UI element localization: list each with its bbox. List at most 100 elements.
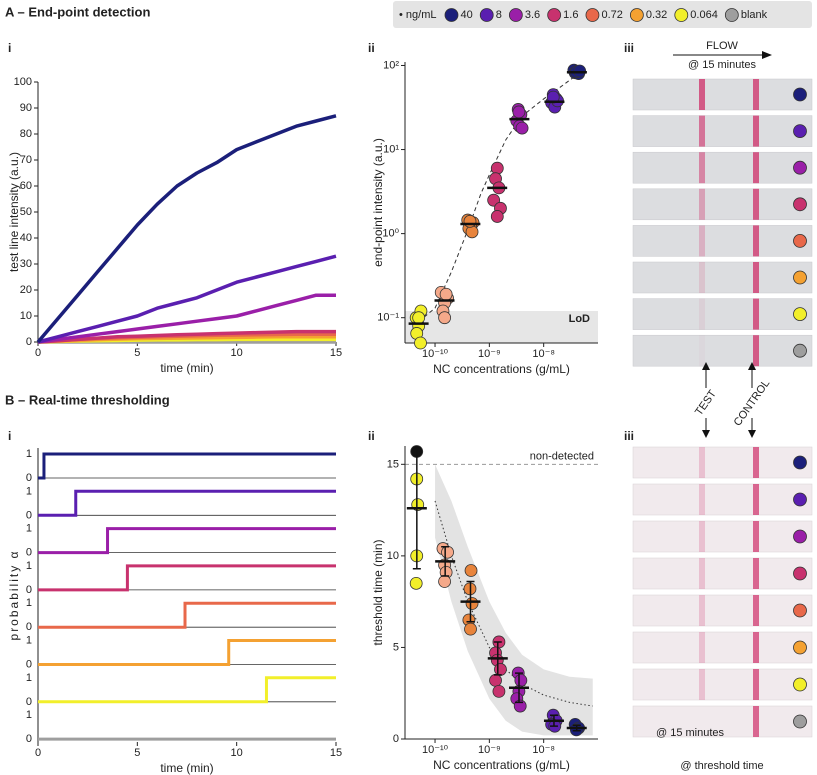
y-tick-label: 0: [26, 621, 32, 633]
control-line: [753, 152, 759, 184]
y-tick-label: 10: [20, 310, 32, 322]
control-line: [753, 669, 759, 700]
control-line: [753, 632, 759, 663]
strip: [632, 188, 813, 221]
y-tick-label: 0: [26, 472, 32, 484]
arrow-head: [748, 430, 756, 438]
test-line: [699, 669, 705, 700]
test-line: [699, 262, 705, 293]
concentration-dot: [793, 307, 807, 322]
control-line: [753, 484, 759, 515]
y-tick-label: 1: [26, 485, 32, 497]
x-tick-label: 5: [134, 747, 140, 759]
series-line: [37, 293, 336, 344]
data-point: [546, 90, 560, 104]
data-point: [512, 105, 526, 119]
test-line: [699, 595, 705, 626]
y-tick-label: 80: [20, 128, 32, 140]
series-line: [37, 329, 336, 344]
strip: [632, 668, 813, 701]
panel-b-title: B – Real-time thresholding: [5, 393, 170, 408]
y-tick-label: 10²: [383, 59, 399, 71]
panel-label: iii: [624, 41, 634, 55]
x-axis-label: NC concentrations (g/mL): [433, 758, 570, 772]
x-tick-label: 0: [35, 347, 41, 359]
strip: [632, 446, 813, 479]
concentration-dot: [793, 343, 807, 358]
data-point: [489, 674, 502, 687]
test-line: [699, 188, 705, 220]
x-axis-label: time (min): [160, 761, 213, 775]
data-point: [490, 210, 504, 223]
probability-step: [38, 564, 336, 592]
data-point: [494, 663, 507, 676]
data-point: [573, 64, 587, 78]
y-tick-label: 1: [26, 597, 32, 609]
y-tick-label: 1: [26, 635, 32, 647]
legend-swatch: [547, 8, 562, 22]
concentration-dot: [793, 603, 807, 618]
strip: [632, 594, 813, 627]
probability-step: [38, 601, 336, 629]
concentration-dot: [793, 529, 807, 544]
strip: [632, 298, 813, 330]
test-line: [699, 558, 705, 589]
test-line: [699, 152, 705, 184]
control-line: [753, 335, 759, 367]
control-line: [753, 595, 759, 626]
test-line: [699, 79, 705, 110]
x-axis-label: time (min): [160, 361, 213, 375]
control-line: [753, 79, 759, 110]
y-axis-label: test line intensity (a.u.): [7, 152, 21, 272]
control-line: [753, 521, 759, 552]
y-tick-label: 0: [26, 696, 32, 708]
strip: [632, 115, 813, 147]
y-axis-label: end-point intensity (a.u.): [371, 138, 385, 267]
panel-label: i: [8, 429, 11, 443]
legend-swatch: [508, 8, 523, 22]
x-axis-label: NC concentrations (g/mL): [433, 362, 570, 376]
flow-label: FLOW: [706, 40, 738, 52]
y-tick-label: 0: [393, 733, 399, 745]
x-tick-label: 10⁻⁸: [532, 348, 555, 360]
data-point: [464, 622, 477, 636]
concentration-dot: [793, 87, 807, 102]
legend-label: blank: [741, 9, 768, 21]
panel-label: iii: [624, 429, 634, 443]
concentration-dot: [793, 640, 807, 655]
control-line: [753, 225, 759, 257]
x-tick-label: 10⁻¹⁰: [422, 744, 449, 756]
arrow-head: [762, 51, 772, 59]
arrow-head: [702, 430, 710, 438]
concentration-dot: [793, 124, 807, 139]
test-line: [699, 484, 705, 515]
data-point: [492, 684, 506, 698]
probability-step: [38, 489, 336, 517]
panel-a-title: A – End-point detection: [5, 5, 150, 20]
y-tick-label: 1: [26, 523, 32, 535]
data-point: [439, 287, 453, 301]
lod-label: LoD: [569, 313, 590, 325]
y-tick-label: 0: [26, 547, 32, 559]
control-line: [753, 188, 759, 220]
strip: [632, 261, 813, 294]
x-tick-label: 10: [231, 347, 243, 359]
legend-swatch: [674, 8, 689, 22]
arrow-head: [748, 362, 756, 370]
strip: [632, 225, 813, 257]
time-label: @ threshold time: [680, 760, 763, 772]
y-tick-label: 15: [387, 458, 399, 470]
test-line: [699, 335, 705, 366]
panel-label: ii: [368, 429, 375, 443]
control-line: [753, 706, 759, 737]
x-tick-label: 10⁻⁹: [478, 744, 501, 756]
test-line: [699, 225, 705, 257]
probability-step: [38, 639, 336, 666]
concentration-dot: [793, 233, 807, 248]
data-point: [438, 575, 451, 588]
control-line: [753, 558, 759, 589]
x-tick-label: 10⁻¹⁰: [422, 348, 449, 360]
legend-label: 0.72: [601, 9, 622, 21]
y-tick-label: 10⁻¹: [377, 312, 399, 324]
